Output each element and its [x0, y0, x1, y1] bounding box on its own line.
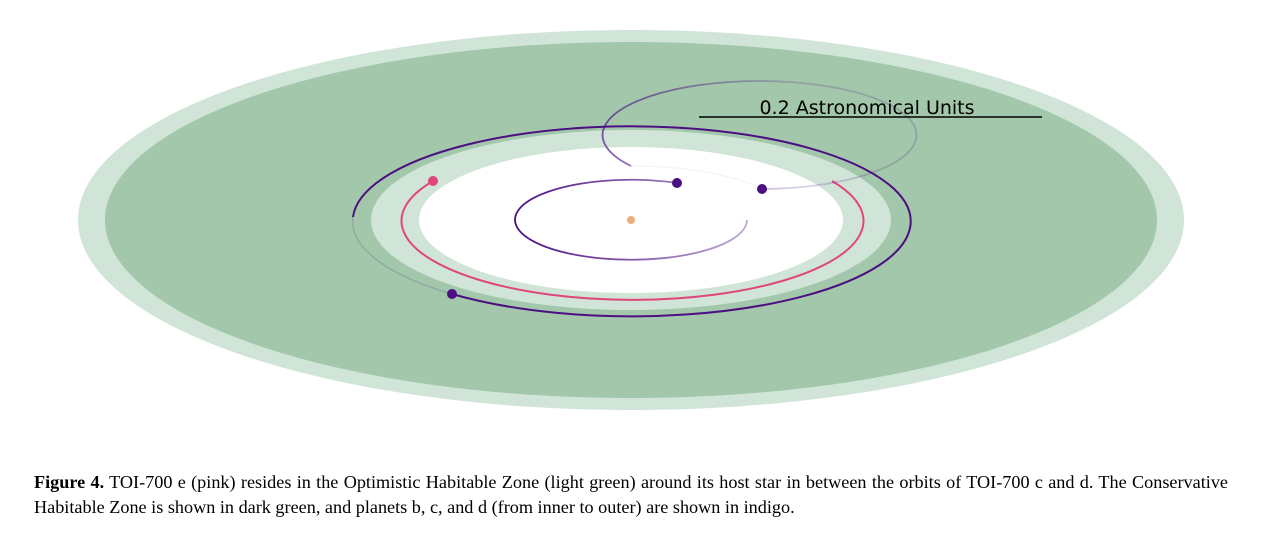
orbit-e	[400, 180, 865, 301]
orbit-diagram: 0.2 Astronomical Units	[78, 30, 1184, 410]
planet-e	[428, 176, 438, 186]
planet-b	[672, 178, 682, 188]
orbit-d-trail	[351, 216, 453, 295]
caption-label: Figure 4.	[34, 472, 105, 492]
orbit-c	[601, 80, 918, 190]
planet-d	[447, 289, 457, 299]
orbit-c-top	[630, 165, 763, 190]
host-star	[627, 216, 635, 224]
orbit-d	[352, 125, 912, 318]
caption-text: TOI-700 e (pink) resides in the Optimist…	[34, 472, 1228, 517]
planet-c	[757, 184, 767, 194]
scale-bar-label: 0.2 Astronomical Units	[759, 97, 974, 119]
figure-caption: Figure 4. TOI-700 e (pink) resides in th…	[34, 470, 1228, 520]
orbit-b	[514, 178, 748, 261]
